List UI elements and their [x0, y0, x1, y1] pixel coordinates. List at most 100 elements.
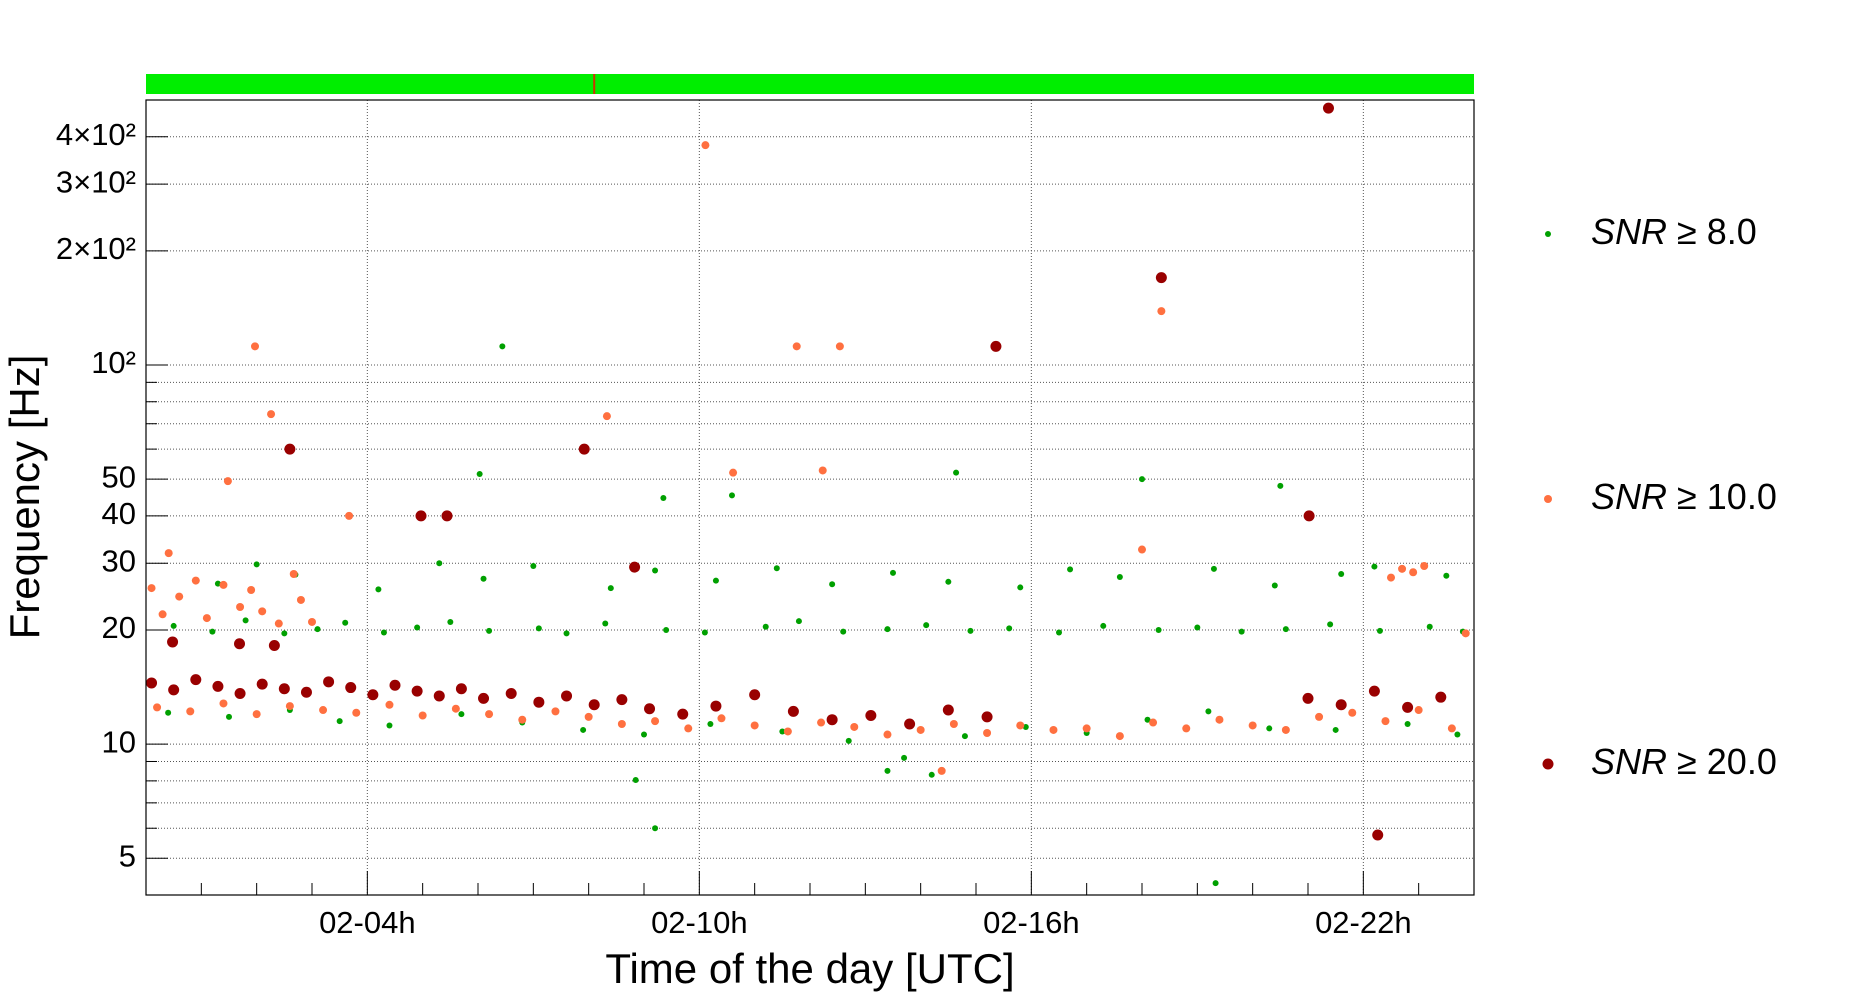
point: [478, 692, 490, 704]
point: [1138, 545, 1146, 554]
point: [818, 466, 827, 475]
state-bar: [146, 74, 1474, 94]
point: [632, 777, 639, 784]
point: [1420, 562, 1429, 571]
point: [717, 714, 726, 723]
point: [949, 720, 958, 729]
point: [1116, 573, 1123, 580]
point: [1332, 726, 1339, 733]
point: [749, 689, 761, 701]
point: [701, 629, 708, 636]
point: [1006, 625, 1013, 632]
point: [214, 580, 221, 587]
point: [202, 614, 211, 623]
point: [829, 581, 836, 588]
point: [1016, 721, 1025, 730]
point: [779, 728, 786, 735]
point: [617, 720, 626, 729]
point: [563, 630, 570, 637]
x-axis-title: Time of the day [UTC]: [605, 945, 1014, 992]
point: [1082, 724, 1091, 733]
point: [1282, 626, 1289, 633]
point: [458, 711, 465, 718]
point: [147, 584, 156, 593]
point: [234, 688, 246, 700]
point: [314, 626, 321, 633]
point: [884, 626, 891, 633]
point: [323, 676, 335, 688]
point: [342, 619, 349, 626]
point: [551, 707, 560, 716]
x-tick-label: 02-10h: [651, 905, 748, 940]
point: [904, 718, 916, 730]
point: [928, 771, 935, 778]
point: [1371, 563, 1378, 570]
y-tick-label: 10: [102, 724, 136, 759]
point: [1376, 627, 1383, 634]
point: [981, 711, 993, 723]
point: [707, 721, 714, 728]
point: [663, 627, 670, 633]
point: [652, 825, 659, 832]
legend-label: SNR ≥ 20.0: [1591, 741, 1777, 782]
x-tick-label: 02-22h: [1315, 905, 1412, 940]
point: [580, 726, 587, 733]
legend-marker: [1544, 495, 1552, 503]
point: [1303, 510, 1315, 522]
point: [795, 618, 802, 625]
point: [916, 725, 925, 734]
point: [1414, 706, 1423, 715]
plot-frame: [145, 99, 1475, 896]
point: [1049, 725, 1058, 734]
point: [281, 630, 288, 637]
point: [268, 640, 280, 652]
point: [170, 622, 177, 629]
point: [267, 410, 276, 419]
point: [607, 585, 614, 592]
point: [308, 617, 316, 626]
point: [1302, 692, 1314, 704]
point: [942, 704, 954, 716]
point: [451, 704, 460, 713]
point: [890, 569, 896, 576]
point: [1149, 718, 1158, 727]
point: [792, 342, 801, 351]
point: [1139, 476, 1145, 483]
point: [441, 510, 453, 522]
point: [1056, 629, 1062, 636]
point: [242, 617, 249, 624]
point: [1277, 482, 1284, 489]
point: [1443, 572, 1450, 579]
point: [652, 567, 659, 574]
point: [375, 586, 382, 593]
point: [728, 492, 735, 499]
point: [1398, 564, 1407, 573]
point: [1426, 623, 1433, 630]
point: [701, 141, 710, 150]
y-tick-label: 4×10²: [56, 117, 136, 152]
point: [518, 715, 527, 724]
point: [1338, 571, 1345, 578]
point: [1266, 725, 1273, 732]
point: [411, 685, 423, 697]
point: [447, 618, 454, 625]
point: [1368, 685, 1380, 697]
point: [389, 679, 401, 691]
point: [1409, 568, 1418, 577]
point: [961, 733, 968, 740]
point: [1348, 708, 1357, 717]
x-tick-label: 02-04h: [319, 905, 416, 940]
point: [186, 707, 195, 716]
point: [1315, 712, 1324, 721]
point: [1447, 724, 1456, 733]
point: [840, 628, 847, 635]
point: [480, 575, 487, 582]
point: [1017, 584, 1024, 591]
point: [345, 682, 357, 694]
point: [209, 628, 216, 635]
point: [234, 638, 246, 650]
point: [967, 627, 974, 634]
point: [175, 592, 184, 601]
point: [247, 585, 256, 594]
point: [296, 595, 305, 604]
